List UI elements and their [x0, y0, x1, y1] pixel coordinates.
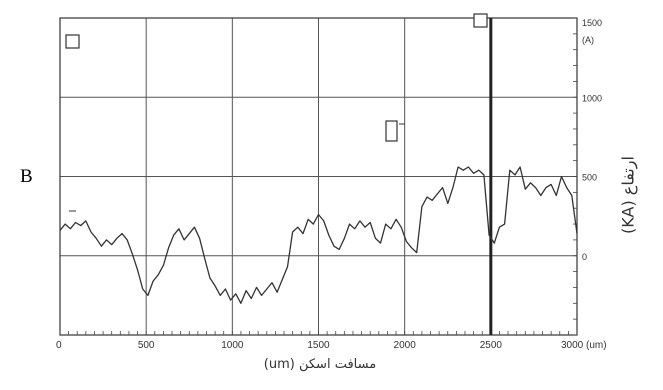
y-tick-label: 0 — [582, 252, 587, 262]
cursor-marker-box — [473, 13, 488, 28]
x-tick-label: 500 — [138, 340, 155, 351]
x-tick-label: 1000 — [221, 340, 244, 351]
panel-letter: B — [20, 166, 33, 187]
y-axis-label: ارتفاع (KA) — [618, 156, 638, 234]
grid-lines — [60, 18, 577, 335]
x-tick-labels: 0 500 1000 1500 2000 2500 3000 (um) — [56, 340, 607, 351]
y-tick-labels: 1500 1000 500 0 — [582, 18, 602, 262]
y-unit-label: (A) — [582, 35, 594, 45]
cursor-marker-box — [65, 34, 80, 49]
x-tick-label: 0 — [56, 340, 62, 351]
y-tick-label: 1000 — [582, 93, 602, 103]
x-tick-label: 3000 (um) — [561, 340, 607, 351]
y-tick-label: 500 — [582, 173, 597, 183]
x-tick-label: 2500 — [480, 340, 503, 351]
x-tick-label: 1500 — [307, 340, 330, 351]
annotation-box — [385, 120, 398, 142]
x-axis-label: مسافت اسکن (um) — [263, 357, 377, 372]
series-line — [59, 166, 578, 304]
x-tick-label: 2000 — [394, 340, 417, 351]
y-tick-label: 1500 — [582, 18, 602, 28]
